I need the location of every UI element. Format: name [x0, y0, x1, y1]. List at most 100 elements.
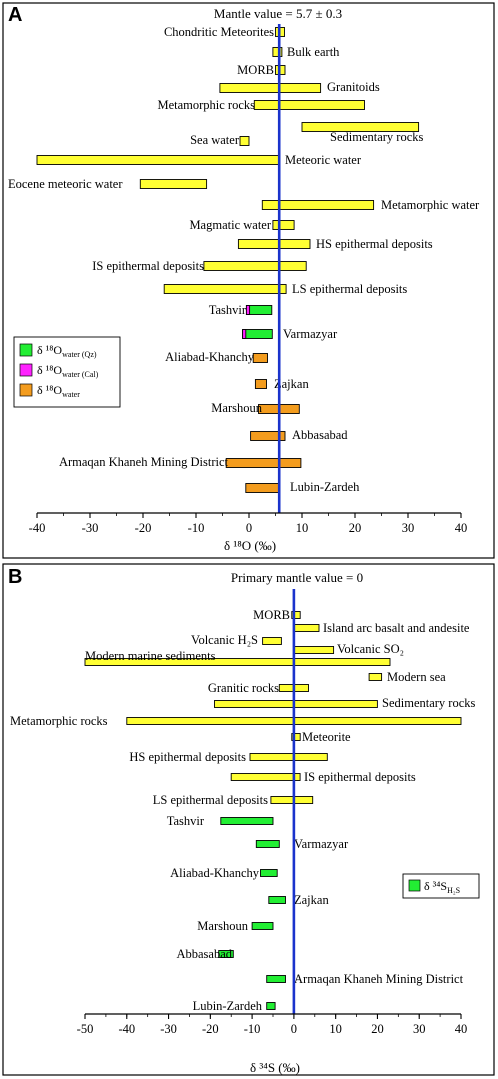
label-volcanic-h-s: Volcanic H₂S — [191, 633, 258, 647]
label-marshoun: Marshoun — [211, 401, 262, 415]
label-lubin-zardeh: Lubin-Zardeh — [193, 999, 263, 1013]
bar-volcanic-h-s — [262, 637, 282, 645]
bar-magmatic-water — [272, 220, 295, 230]
label-morb: MORB — [253, 608, 290, 622]
legend-swatch-quartz — [408, 879, 421, 892]
label-bulk-earth: Bulk earth — [287, 45, 340, 59]
label-magmatic-water: Magmatic water — [189, 218, 271, 232]
x-tick-label: 0 — [246, 521, 252, 535]
panel-a-title: Mantle value = 5.7 ± 0.3 — [214, 6, 342, 21]
x-tick-label: 30 — [413, 1022, 426, 1036]
label-modern-sea: Modern sea — [387, 670, 446, 684]
panel-a-x-axis: -40 -30 -20 -10 0 10 20 30 40 — [29, 512, 468, 535]
bar-hs-epithermal-deposits — [249, 753, 328, 761]
bar-varmazyar — [242, 329, 273, 339]
label-eocene-meteoric-water: Eocene meteoric water — [8, 177, 123, 191]
panel-b-category-labels: MORB Island arc basalt and andesite Volcan… — [10, 608, 476, 1013]
bar-varmazyar — [255, 840, 280, 848]
bar-meteoric-water — [36, 155, 280, 165]
label-ls-epithermal-deposits: LS epithermal deposits — [292, 282, 407, 296]
bar-tashvir — [220, 817, 274, 825]
x-tick-label: 10 — [296, 521, 309, 535]
panel-a-letter: A — [8, 4, 22, 26]
label-ls-epithermal-deposits: LS epithermal deposits — [153, 793, 268, 807]
bar-tashvir — [245, 305, 273, 315]
label-marshoun: Marshoun — [197, 919, 248, 933]
bar-abbasabad — [250, 431, 286, 441]
panel-b-title: Primary mantle value = 0 — [231, 570, 363, 585]
label-tashvir: Tashvir — [167, 814, 205, 828]
legend-entry-quartz: δ ³⁴SH₂S — [424, 879, 460, 895]
label-lubin-zardeh: Lubin-Zardeh — [290, 480, 360, 494]
bar-zajkan — [268, 896, 286, 904]
bar-granitoids — [219, 83, 322, 93]
x-tick-label: -30 — [160, 1022, 177, 1036]
bar-morb — [291, 611, 301, 619]
label-hs-epithermal-deposits: HS epithermal deposits — [129, 750, 246, 764]
bar-is-epithermal-deposits — [203, 261, 307, 271]
bar-calcite-tashvir — [245, 305, 251, 315]
panel-b-x-axis-label: δ ³⁴S (‰) — [250, 1060, 300, 1075]
panel-b-sulfur-isotope-chart: B Primary mantle value = 0 MORB Island ar… — [2, 563, 495, 1076]
label-morb: MORB — [237, 63, 274, 77]
x-tick-label: 20 — [349, 521, 362, 535]
bar-aliabad-khanchy — [252, 353, 268, 363]
label-armaqan-khaneh-mining-district: Armaqan Khaneh Mining District — [59, 455, 229, 469]
label-modern-marine-sediments: Modern marine sediments — [85, 649, 216, 663]
bar-eocene-meteoric-water — [139, 179, 208, 189]
label-is-epithermal-deposits: IS epithermal deposits — [304, 770, 416, 784]
x-tick-label: 0 — [291, 1022, 297, 1036]
bar-modern-marine-sediments — [84, 658, 391, 666]
label-abbasabad: Abbasabad — [292, 428, 348, 442]
label-sea-water: Sea water — [190, 133, 240, 147]
panel-b-x-axis: -50 -40 -30 -20 -10 0 10 20 30 40 — [77, 1013, 468, 1036]
label-is-epithermal-deposits: IS epithermal deposits — [92, 259, 204, 273]
bar-ls-epithermal-deposits — [163, 284, 287, 294]
x-tick-label: -50 — [77, 1022, 94, 1036]
x-tick-label: 40 — [455, 1022, 468, 1036]
bar-lubin-zardeh — [266, 1002, 276, 1010]
panel-b-legend: δ ³⁴SH₂S — [402, 873, 480, 899]
bar-meteorite — [291, 733, 301, 741]
x-tick-label: 40 — [455, 521, 468, 535]
bar-sea-water — [239, 136, 250, 146]
bar-armaqan-khaneh-mining-district — [225, 458, 302, 468]
label-sedimentary-rocks: Sedimentary rocks — [330, 130, 424, 144]
bar-hs-epithermal-deposits — [237, 239, 311, 249]
panel-b-letter: B — [8, 566, 22, 588]
label-meteoric-water: Meteoric water — [285, 153, 362, 167]
bar-marshoun — [251, 922, 274, 930]
label-varmazyar: Varmazyar — [283, 327, 338, 341]
label-metamorphic-rocks: Metamorphic rocks — [157, 98, 255, 112]
panel-a-x-axis-label: δ ¹⁸O (‰) — [224, 538, 276, 553]
bar-metamorphic-water — [261, 200, 375, 210]
label-meteorite: Meteorite — [302, 730, 351, 744]
label-hs-epithermal-deposits: HS epithermal deposits — [316, 237, 433, 251]
label-zajkan: Zajkan — [274, 377, 309, 391]
bar-sedimentary-rocks — [301, 122, 420, 132]
label-granitic-rocks: Granitic rocks — [208, 681, 279, 695]
x-tick-label: 20 — [371, 1022, 384, 1036]
bar-ls-epithermal-deposits — [270, 796, 314, 804]
x-tick-label: -40 — [29, 521, 46, 535]
bar-metamorphic-rocks — [253, 100, 365, 110]
legend-entry-water: δ ¹⁸Owater — [37, 383, 80, 399]
bar-calcite-varmazyar — [242, 329, 247, 339]
label-sedimentary-rocks: Sedimentary rocks — [382, 696, 476, 710]
x-tick-label: -20 — [135, 521, 152, 535]
bar-volcanic-so — [293, 646, 335, 654]
label-volcanic-so: Volcanic SO₂ — [337, 642, 404, 656]
panel-b-frame — [2, 563, 495, 1076]
label-chondritic-meteorites: Chondritic Meteorites — [164, 25, 274, 39]
label-metamorphic-water: Metamorphic water — [381, 198, 480, 212]
label-zajkan: Zajkan — [294, 893, 329, 907]
bar-bulk-earth — [272, 47, 283, 57]
x-tick-label: 30 — [402, 521, 415, 535]
x-tick-label: -10 — [188, 521, 205, 535]
bar-sedimentary-rocks — [214, 700, 378, 708]
bar-armaqan-khaneh-mining-district — [266, 975, 286, 983]
x-tick-label: -20 — [202, 1022, 219, 1036]
bar-island-arc-basalt-and-andesite — [293, 624, 320, 632]
bar-aliabad-khanchy — [260, 869, 278, 877]
